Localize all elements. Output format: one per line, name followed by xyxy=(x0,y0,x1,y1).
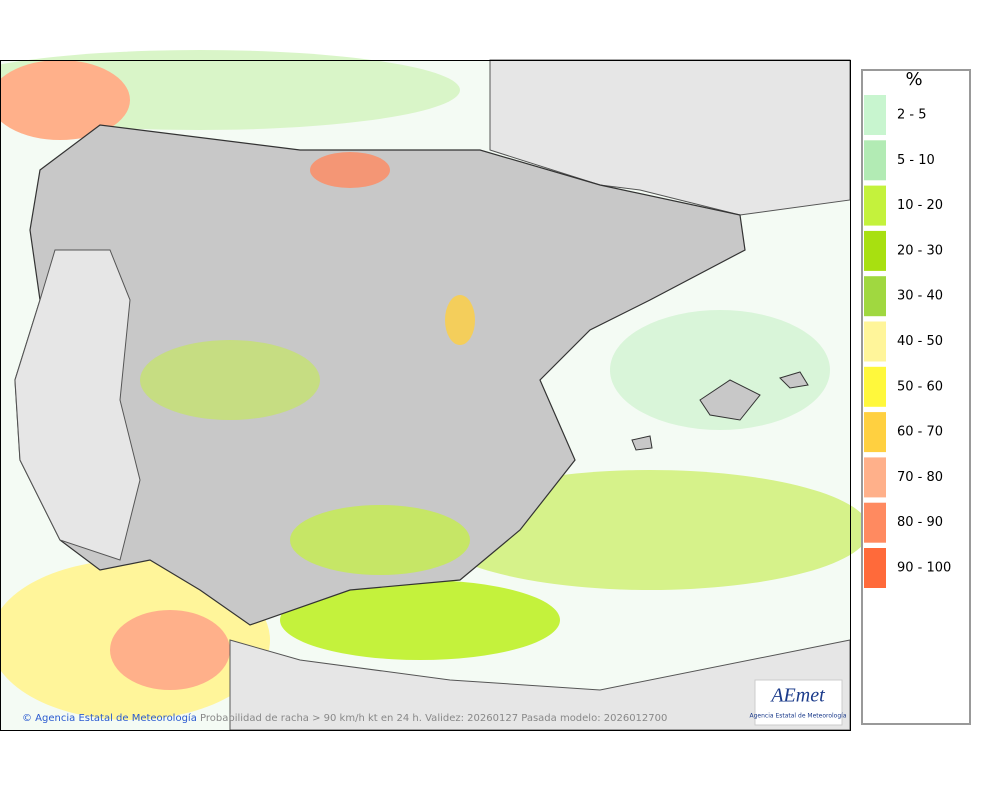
legend-label: 2 - 5 xyxy=(897,108,927,123)
legend-label: 60 - 70 xyxy=(897,425,943,440)
legend-label: 20 - 30 xyxy=(897,243,943,258)
map xyxy=(0,50,870,731)
caption: Probabilidad de racha > 90 km/h kt en 24… xyxy=(200,713,667,724)
legend-label: 90 - 100 xyxy=(897,561,951,576)
legend-swatch xyxy=(864,140,886,181)
legend-swatch xyxy=(864,230,886,271)
portugal xyxy=(14,249,141,561)
legend-swatch xyxy=(864,366,886,407)
legend-label: 30 - 40 xyxy=(897,289,943,304)
legend-swatch xyxy=(864,412,886,453)
probability-area xyxy=(610,310,830,430)
legend-label: 50 - 60 xyxy=(897,379,943,394)
legend-title: % xyxy=(905,69,922,90)
legend-label: 70 - 80 xyxy=(897,470,943,485)
probability-area xyxy=(140,340,320,420)
probability-area xyxy=(310,152,390,188)
legend-swatch xyxy=(864,457,886,498)
logo-box xyxy=(754,679,843,726)
copyright: © Agencia Estatal de Meteorología xyxy=(22,712,197,724)
legend-swatch xyxy=(864,276,886,317)
legend-swatch xyxy=(864,321,886,362)
island xyxy=(699,379,761,421)
legend-swatch xyxy=(864,95,886,135)
probability-area xyxy=(280,580,560,660)
probability-area xyxy=(0,60,130,140)
map-frame xyxy=(0,60,851,731)
legend-swatch xyxy=(864,502,886,543)
probability-area xyxy=(110,610,230,690)
legend-label: 10 - 20 xyxy=(897,198,943,213)
island xyxy=(631,435,653,451)
island xyxy=(779,371,809,389)
logo-subtitle: Agencia Estatal de Meteorología xyxy=(750,713,847,720)
legend-label: 5 - 10 xyxy=(897,153,935,168)
legend-label: 80 - 90 xyxy=(897,515,943,530)
probability-area xyxy=(445,295,475,345)
legend-label: 40 - 50 xyxy=(897,334,943,349)
logo: AEmet Agencia Estatal de Meteorología xyxy=(750,679,847,726)
legend-swatch xyxy=(864,548,886,588)
probability-area xyxy=(290,505,470,575)
legend: % 2 - 5 5 - 10 10 - 20 20 - 30 30 - 40 40 - 5… xyxy=(861,69,971,725)
legend-swatch xyxy=(864,185,886,226)
logo-name: AEmet xyxy=(769,685,825,707)
